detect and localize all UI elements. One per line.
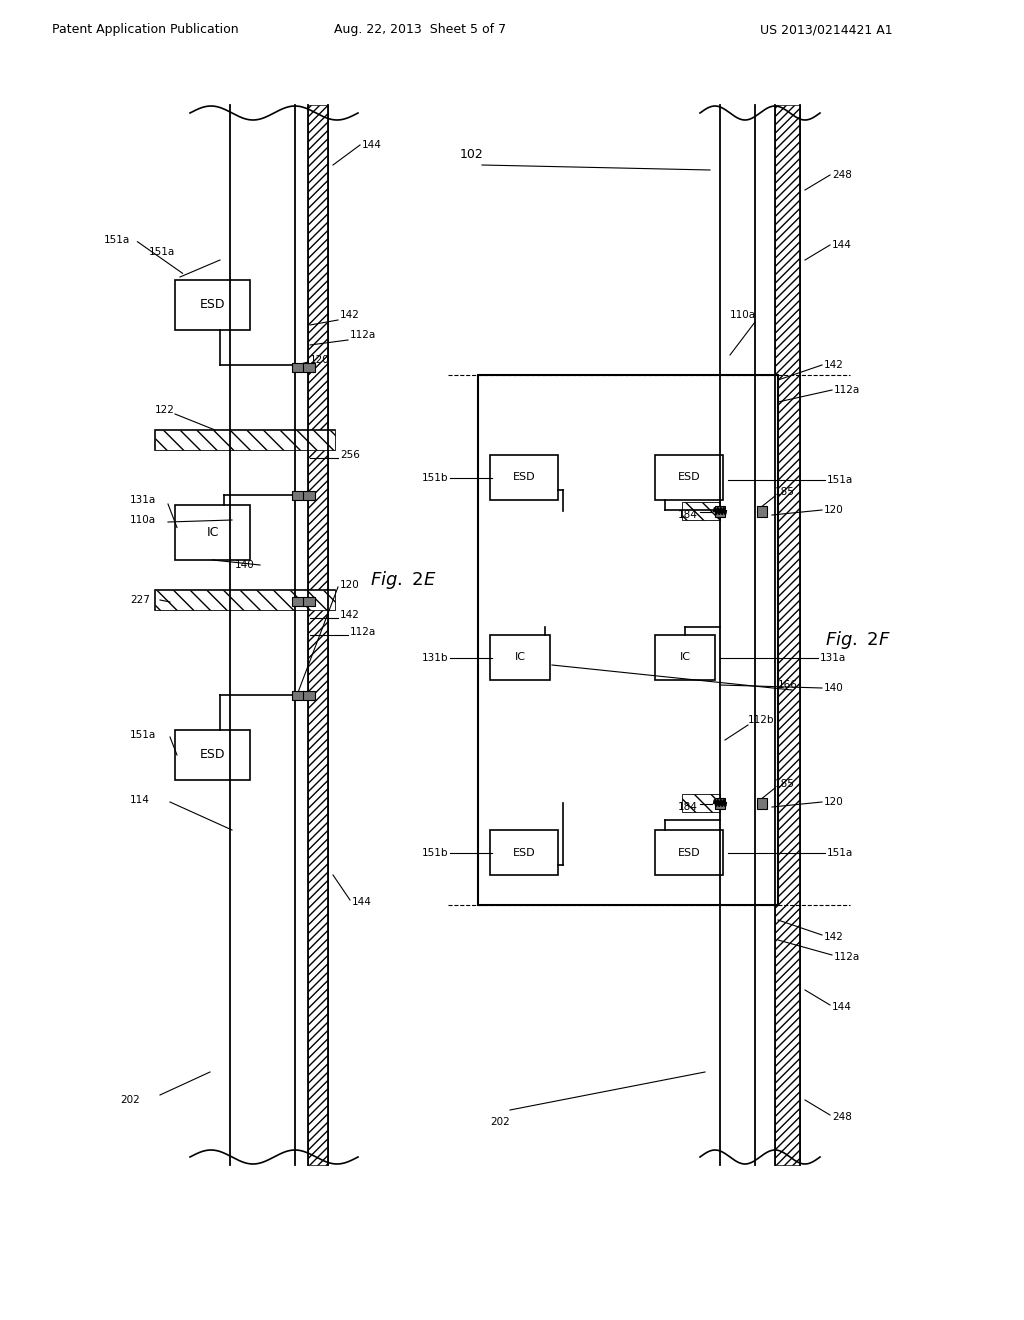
Bar — [757, 799, 767, 809]
Bar — [175, 280, 250, 330]
Text: IC: IC — [206, 525, 219, 539]
Text: ESD: ESD — [513, 473, 536, 483]
Text: 202: 202 — [490, 1117, 510, 1127]
Bar — [155, 590, 335, 610]
Bar — [655, 635, 715, 680]
Text: 142: 142 — [340, 610, 359, 620]
Text: ESD: ESD — [678, 473, 700, 483]
Bar — [175, 506, 250, 560]
Text: 202: 202 — [120, 1096, 139, 1105]
Text: 151b: 151b — [422, 473, 449, 483]
Text: 142: 142 — [824, 360, 844, 370]
Text: 102: 102 — [460, 149, 483, 161]
Text: 112a: 112a — [834, 385, 860, 395]
Text: Aug. 22, 2013  Sheet 5 of 7: Aug. 22, 2013 Sheet 5 of 7 — [334, 24, 506, 37]
Bar — [292, 491, 304, 500]
Text: 151a: 151a — [827, 475, 853, 484]
Text: 112b: 112b — [748, 715, 774, 725]
Text: 120: 120 — [824, 506, 844, 515]
Text: 131a: 131a — [820, 653, 846, 663]
Text: 248: 248 — [831, 170, 852, 180]
Bar — [490, 830, 558, 875]
Text: 110a: 110a — [130, 515, 156, 525]
Text: 144: 144 — [352, 898, 372, 907]
Bar — [715, 506, 725, 517]
Text: 256: 256 — [340, 450, 359, 459]
Bar — [292, 690, 304, 700]
Text: 112a: 112a — [350, 627, 376, 638]
Bar — [175, 730, 250, 780]
Bar — [478, 375, 778, 906]
Text: ESD: ESD — [200, 298, 225, 312]
Text: 142: 142 — [824, 932, 844, 942]
Text: 110a: 110a — [730, 310, 756, 319]
Bar — [655, 455, 723, 500]
Bar — [655, 830, 723, 875]
Text: IC: IC — [514, 652, 525, 663]
Text: 144: 144 — [831, 240, 852, 249]
Bar — [303, 690, 315, 700]
Text: 120: 120 — [824, 797, 844, 807]
Text: 248: 248 — [831, 1111, 852, 1122]
Text: 144: 144 — [831, 1002, 852, 1012]
Text: 185: 185 — [775, 779, 795, 789]
Text: 227: 227 — [130, 595, 150, 605]
Text: 120: 120 — [310, 355, 330, 366]
Bar — [682, 502, 720, 520]
Text: 112a: 112a — [350, 330, 376, 341]
Text: 151a: 151a — [103, 235, 130, 246]
Text: 122: 122 — [155, 405, 175, 414]
Bar — [303, 363, 315, 372]
Text: 185: 185 — [775, 487, 795, 498]
Text: 151a: 151a — [130, 730, 157, 741]
Text: 120: 120 — [340, 579, 359, 590]
Bar — [292, 363, 304, 372]
Text: 166: 166 — [778, 680, 798, 690]
Bar — [303, 597, 315, 606]
Text: 184: 184 — [678, 803, 698, 812]
Bar — [155, 430, 335, 450]
Text: 184: 184 — [678, 510, 698, 520]
Bar — [757, 506, 767, 517]
Text: IC: IC — [680, 652, 690, 663]
Text: ESD: ESD — [678, 847, 700, 858]
Text: 142: 142 — [340, 310, 359, 319]
Text: $\it{Fig.}$ $\it{2F}$: $\it{Fig.}$ $\it{2F}$ — [825, 630, 891, 651]
Text: 131a: 131a — [130, 495, 157, 506]
Bar — [490, 455, 558, 500]
Text: Patent Application Publication: Patent Application Publication — [52, 24, 239, 37]
Text: 151a: 151a — [827, 847, 853, 858]
Bar — [682, 795, 720, 812]
Bar — [490, 635, 550, 680]
Text: $\it{Fig.}$ $\it{2E}$: $\it{Fig.}$ $\it{2E}$ — [370, 569, 436, 591]
Bar — [715, 799, 725, 809]
Text: 140: 140 — [824, 682, 844, 693]
Text: ESD: ESD — [200, 748, 225, 762]
Text: US 2013/0214421 A1: US 2013/0214421 A1 — [760, 24, 893, 37]
Bar — [155, 590, 335, 610]
Bar — [155, 430, 335, 450]
Bar — [308, 106, 328, 1166]
Text: 151a: 151a — [148, 247, 175, 257]
Bar — [303, 491, 315, 500]
Text: 114: 114 — [130, 795, 150, 805]
Text: 144: 144 — [362, 140, 382, 150]
Text: 151b: 151b — [422, 847, 449, 858]
Text: 112a: 112a — [834, 952, 860, 962]
Bar — [775, 106, 800, 1166]
Bar — [292, 597, 304, 606]
Text: 131b: 131b — [422, 653, 449, 663]
Text: ESD: ESD — [513, 847, 536, 858]
Text: 140: 140 — [234, 560, 255, 570]
